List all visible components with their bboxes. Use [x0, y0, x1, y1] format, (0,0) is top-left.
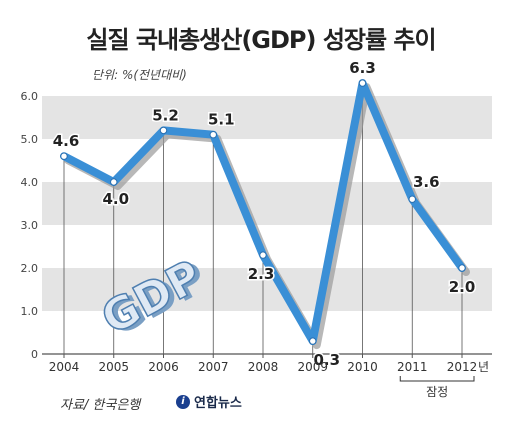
data-label: 2.3: [248, 265, 275, 283]
y-tick-label: 4.0: [21, 176, 39, 189]
yonhap-logo: i 연합뉴스: [176, 392, 242, 411]
data-label: 3.6: [413, 173, 440, 191]
data-label: 6.3: [349, 59, 376, 77]
data-label: 4.6: [53, 132, 80, 150]
provisional-label: 잠정: [426, 385, 448, 399]
y-tick-label: 1.0: [21, 305, 39, 318]
y-tick-label: 0: [31, 348, 38, 361]
x-tick-label: 2004: [49, 360, 80, 374]
data-point: [259, 251, 267, 259]
chart-title: 실질 국내총생산(GDP) 성장률 추이: [86, 26, 436, 54]
x-tick-label: 2011: [397, 360, 428, 374]
year-guide-lines: [63, 83, 463, 354]
data-point: [159, 126, 168, 135]
data-point: [408, 195, 416, 203]
x-tick-label: 2008: [248, 360, 279, 374]
grid-band: [42, 268, 492, 311]
data-points: [60, 79, 466, 345]
x-tick-label: 2007: [198, 360, 229, 374]
x-tick-label: 2012: [447, 360, 478, 374]
y-tick-label: 5.0: [21, 133, 39, 146]
logo-icon: i: [176, 394, 190, 409]
grid-band: [42, 96, 492, 139]
data-label: 5.2: [152, 106, 179, 124]
data-label: 0.3: [313, 351, 340, 369]
x-tick-label: 2010: [347, 360, 378, 374]
y-tick-label: 6.0: [21, 90, 39, 103]
data-label: 4.0: [102, 190, 129, 208]
data-point: [458, 264, 466, 272]
x-year-suffix: 년: [478, 360, 489, 374]
provisional-bracket: [399, 376, 475, 382]
x-axis: 2004 2005 2006 2007 2008 2009 2010 2011 2012 년잠정: [49, 354, 489, 399]
y-tick-label: 2.0: [21, 262, 39, 275]
logo-text: 연합뉴스: [194, 396, 242, 411]
x-tick-label: 2005: [98, 360, 129, 374]
x-tick-label: 2006: [148, 360, 179, 374]
data-label: 5.1: [208, 111, 235, 129]
data-point: [209, 131, 217, 139]
gdp-3d-graphic: GDP GDP: [93, 250, 216, 347]
y-tick-label: 3.0: [21, 219, 39, 232]
x-tick-label: 2009: [297, 360, 328, 374]
data-label: 2.0: [449, 278, 476, 296]
data-point: [60, 152, 68, 160]
unit-label: 단위: %(전년대비): [92, 68, 187, 82]
data-point: [358, 79, 367, 87]
y-axis: 0 1.0 2.0 3.0 4.0 5.0 6.0: [21, 90, 492, 361]
source-note: 자료/ 한국은행: [60, 398, 141, 413]
data-labels: 4.6 4.0 5.2 5.1 2.3 0.3 6.3 3.6 2.0: [51, 58, 477, 371]
data-point: [309, 337, 317, 345]
data-point: [110, 178, 118, 186]
